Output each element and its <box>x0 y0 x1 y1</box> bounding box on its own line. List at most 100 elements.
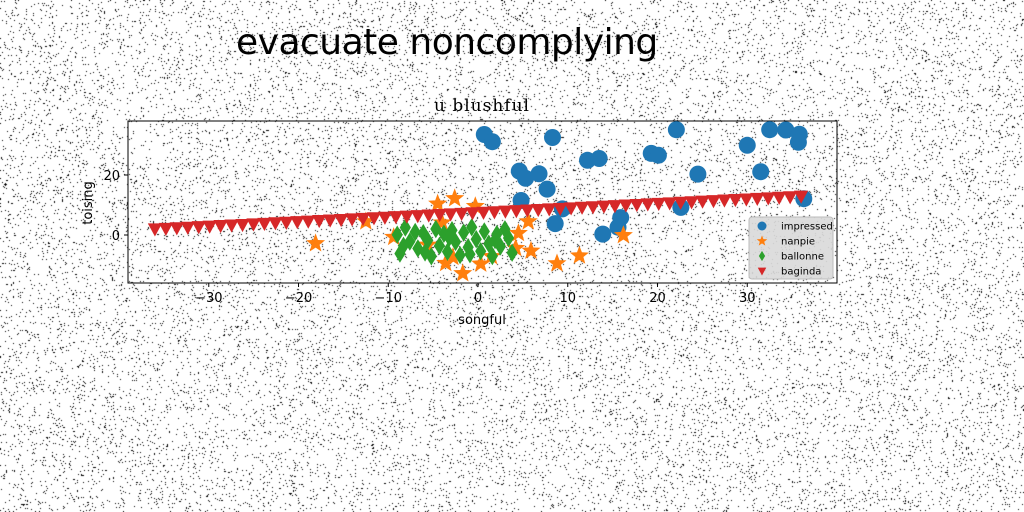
point-baginda <box>388 211 403 225</box>
point-impressed <box>594 225 612 243</box>
point-baginda <box>651 197 666 212</box>
point-ballonne <box>409 222 421 242</box>
point-baginda <box>213 220 228 234</box>
point-baginda <box>224 219 239 233</box>
point-ballonne <box>489 230 501 250</box>
point-baginda <box>312 215 327 229</box>
point-ballonne <box>494 237 507 256</box>
point-ballonne <box>441 242 454 261</box>
point-impressed <box>544 129 562 146</box>
point-ballonne <box>458 223 470 242</box>
point-ballonne <box>433 236 446 255</box>
point-ballonne <box>419 243 431 262</box>
point-ballonne <box>486 246 498 266</box>
point-impressed <box>738 136 756 154</box>
point-ballonne <box>478 222 490 241</box>
point-baginda <box>257 217 272 231</box>
legend-label-baginda: baginda <box>781 267 821 278</box>
point-impressed <box>789 133 807 151</box>
point-baginda <box>542 203 557 217</box>
point-baginda <box>410 210 425 224</box>
point-baginda <box>585 201 601 215</box>
point-baginda <box>476 206 491 220</box>
point-baginda <box>640 198 655 212</box>
point-baginda <box>728 194 743 208</box>
point-impressed <box>649 146 667 164</box>
point-baginda <box>290 216 305 230</box>
point-ballonne <box>470 230 482 249</box>
point-nanpie <box>518 211 538 230</box>
point-baginda <box>169 222 184 236</box>
y-axis-label: toising <box>81 181 96 225</box>
series-ballonne <box>391 218 518 266</box>
data-marks <box>147 121 813 282</box>
x-tick-label: 20 <box>649 291 666 306</box>
legend-marker-ballonne <box>758 250 766 262</box>
point-ballonne <box>506 243 518 262</box>
point-baginda <box>509 205 524 219</box>
point-baginda <box>246 218 261 232</box>
point-baginda <box>607 200 623 214</box>
point-baginda <box>301 215 316 229</box>
point-baginda <box>158 222 174 236</box>
point-impressed <box>612 209 630 227</box>
point-baginda <box>629 198 644 213</box>
y-tick-label: 20 <box>103 169 120 184</box>
point-baginda <box>454 207 469 221</box>
point-baginda <box>750 192 765 207</box>
point-baginda <box>695 195 710 209</box>
point-baginda <box>268 217 283 231</box>
point-impressed <box>761 121 779 139</box>
point-baginda <box>618 199 633 213</box>
point-impressed <box>530 165 548 183</box>
legend-marker-nanpie <box>756 235 768 246</box>
chart-title: u blushful <box>434 96 530 116</box>
figure-title: evacuate noncomplying <box>236 22 658 63</box>
point-baginda <box>531 203 546 218</box>
legend-label-nanpie: nanpie <box>781 237 815 248</box>
legend-label-impressed: impressed <box>781 222 833 233</box>
point-ballonne <box>449 232 462 252</box>
point-ballonne <box>466 218 478 237</box>
point-nanpie <box>306 233 326 252</box>
point-baginda <box>366 212 382 226</box>
legend-marker-baginda <box>757 267 767 276</box>
point-baginda <box>399 210 414 224</box>
point-baginda <box>673 196 688 210</box>
plot-area <box>127 120 838 284</box>
point-impressed <box>538 180 556 198</box>
point-impressed <box>517 169 535 187</box>
point-nanpie <box>428 193 448 212</box>
point-nanpie <box>445 188 465 207</box>
point-baginda <box>761 192 776 206</box>
x-tick-label: −30 <box>195 291 222 306</box>
point-impressed <box>689 165 707 183</box>
point-impressed <box>752 163 770 181</box>
point-baginda <box>147 223 163 237</box>
point-baginda <box>421 209 436 223</box>
point-baginda <box>553 202 568 216</box>
point-baginda <box>465 207 480 221</box>
point-baginda <box>706 195 721 209</box>
point-baginda <box>498 205 513 219</box>
point-nanpie <box>521 240 541 259</box>
point-nanpie <box>569 245 589 264</box>
point-nanpie <box>613 225 633 244</box>
point-baginda <box>180 221 195 235</box>
legend-label-ballonne: ballonne <box>781 252 824 263</box>
point-nanpie <box>547 253 567 272</box>
point-baginda <box>487 206 502 220</box>
point-ballonne <box>399 218 411 237</box>
point-ballonne <box>422 231 434 250</box>
point-baginda <box>596 200 612 214</box>
point-nanpie <box>508 223 528 242</box>
x-tick-label: 30 <box>739 291 756 306</box>
y-tick-label: 0 <box>112 229 120 244</box>
x-tick-label: −10 <box>375 291 402 306</box>
legend: impressed nanpie ballonne baginda <box>748 216 834 280</box>
y-axis: 0 20 <box>103 169 128 244</box>
point-nanpie <box>432 212 452 231</box>
point-ballonne <box>397 236 410 255</box>
point-baginda <box>323 214 338 228</box>
